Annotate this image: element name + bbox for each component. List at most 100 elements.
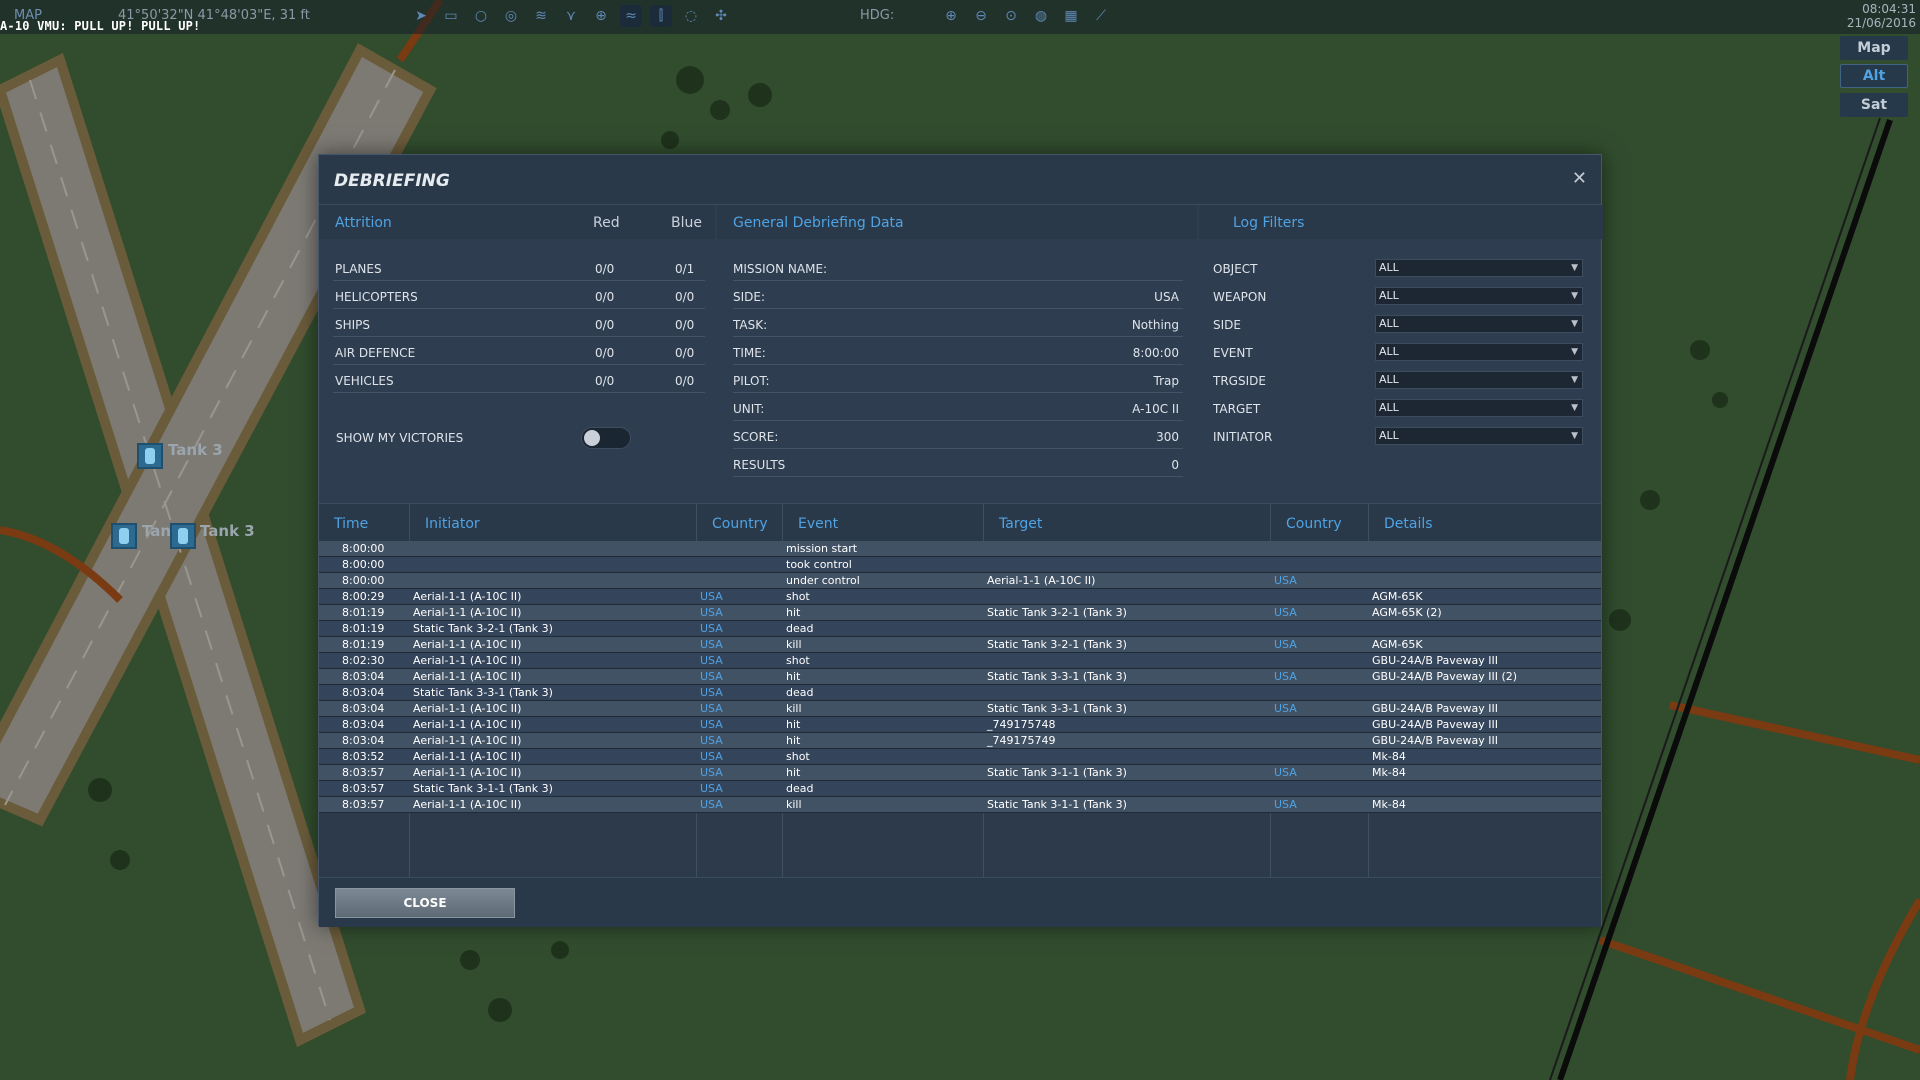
log-row[interactable]: 8:03:04 Static Tank 3-3-1 (Tank 3) USA dead <box>319 685 1601 701</box>
circle-icon[interactable]: ○ <box>474 8 488 24</box>
grid-icon[interactable]: ▦ <box>1064 8 1078 24</box>
chevron-down-icon: ▼ <box>1571 403 1578 413</box>
log-time: 8:01:19 <box>342 606 385 619</box>
tower-icon[interactable]: ⫿ <box>650 5 672 27</box>
map-type-map-button[interactable]: Map <box>1840 36 1908 60</box>
log-row[interactable]: 8:03:57 Static Tank 3-1-1 (Tank 3) USA dead <box>319 781 1601 797</box>
log-country: USA <box>700 670 723 683</box>
col-initiator[interactable]: Initiator <box>425 516 480 532</box>
filter-select[interactable]: ALL ▼ <box>1375 371 1583 389</box>
log-row[interactable]: 8:03:52 Aerial-1-1 (A-10C II) USA shot Mk-84 <box>319 749 1601 765</box>
log-target-country: USA <box>1274 670 1297 683</box>
log-row[interactable]: 8:00:00 under control Aerial-1-1 (A-10C II… <box>319 573 1601 589</box>
tank-unit-marker[interactable] <box>137 443 163 469</box>
log-row[interactable]: 8:03:04 Aerial-1-1 (A-10C II) USA hit _74917… <box>319 733 1601 749</box>
log-event: dead <box>786 782 814 795</box>
log-initiator: Aerial-1-1 (A-10C II) <box>413 750 522 763</box>
wifi-icon[interactable]: ≈ <box>620 5 642 27</box>
col-event[interactable]: Event <box>798 516 839 532</box>
col-country[interactable]: Country <box>712 516 768 532</box>
log-country: USA <box>700 718 723 731</box>
col-target-country[interactable]: Country <box>1286 516 1342 532</box>
filter-select[interactable]: ALL ▼ <box>1375 315 1583 333</box>
filter-select[interactable]: ALL ▼ <box>1375 287 1583 305</box>
attrition-red-value: 0/0 <box>595 374 615 388</box>
general-data-label: TIME: <box>733 346 766 360</box>
log-country: USA <box>700 702 723 715</box>
filter-value: ALL <box>1379 289 1399 302</box>
log-event: kill <box>786 798 802 811</box>
move-icon[interactable]: ✣ <box>715 8 727 24</box>
send-icon[interactable]: ➤ <box>415 8 427 24</box>
attrition-red-value: 0/0 <box>595 346 615 360</box>
log-event: hit <box>786 734 801 747</box>
attrition-category: PLANES <box>335 262 382 276</box>
log-row[interactable]: 8:00:00 took control <box>319 557 1601 573</box>
red-column-label: Red <box>593 215 620 231</box>
col-time[interactable]: Time <box>334 516 369 532</box>
log-row[interactable]: 8:02:30 Aerial-1-1 (A-10C II) USA shot GBU-2… <box>319 653 1601 669</box>
col-target[interactable]: Target <box>999 516 1043 532</box>
map-type-alt-button[interactable]: Alt <box>1840 64 1908 88</box>
col-details[interactable]: Details <box>1384 516 1433 532</box>
attrition-category: SHIPS <box>335 318 371 332</box>
chevron-down-icon: ▼ <box>1571 319 1578 329</box>
nodes-icon[interactable]: ⋎ <box>565 8 577 24</box>
log-row[interactable]: 8:03:57 Aerial-1-1 (A-10C II) USA hit Static… <box>319 765 1601 781</box>
close-button[interactable]: CLOSE <box>335 888 515 918</box>
chat-icon[interactable]: ◌ <box>684 8 698 24</box>
crosshair-icon[interactable]: ⊕ <box>595 8 607 24</box>
zoom-in-icon[interactable]: ⊕ <box>945 8 957 24</box>
filter-select[interactable]: ALL ▼ <box>1375 427 1583 445</box>
log-row[interactable]: 8:01:19 Static Tank 3-2-1 (Tank 3) USA dead <box>319 621 1601 637</box>
zoom-fit-icon[interactable]: ⊙ <box>1005 8 1017 24</box>
filter-label: INITIATOR <box>1213 430 1273 444</box>
log-row[interactable]: 8:03:04 Aerial-1-1 (A-10C II) USA hit _74917… <box>319 717 1601 733</box>
log-time: 8:03:57 <box>342 798 385 811</box>
route-icon[interactable]: ≋ <box>535 8 547 24</box>
tank-icon <box>145 448 155 464</box>
general-data-label: RESULTS <box>733 458 786 472</box>
log-country: USA <box>700 782 723 795</box>
ruler-icon[interactable]: ⟋ <box>1096 8 1106 24</box>
log-target: _749175749 <box>987 734 1056 747</box>
log-details: AGM-65K <box>1372 638 1423 651</box>
log-row[interactable]: 8:03:04 Aerial-1-1 (A-10C II) USA hit Static… <box>319 669 1601 685</box>
tank-unit-marker[interactable] <box>170 523 196 549</box>
filter-select[interactable]: ALL ▼ <box>1375 399 1583 417</box>
tank-unit-marker[interactable] <box>111 523 137 549</box>
map-type-sat-button[interactable]: Sat <box>1840 93 1908 117</box>
log-initiator: Aerial-1-1 (A-10C II) <box>413 718 522 731</box>
show-victories-toggle[interactable] <box>581 427 631 449</box>
close-icon[interactable]: ✕ <box>1571 168 1587 189</box>
log-event: under control <box>786 574 860 587</box>
zoom-out-icon[interactable]: ⊖ <box>975 8 987 24</box>
general-data-value: 8:00:00 <box>1132 346 1179 360</box>
general-data-label: SIDE: <box>733 290 766 304</box>
general-data-row: SCORE: 300 <box>733 421 1183 449</box>
log-row[interactable]: 8:03:04 Aerial-1-1 (A-10C II) USA kill Stati… <box>319 701 1601 717</box>
log-details: GBU-24A/B Paveway III <box>1372 702 1498 715</box>
radar-icon[interactable]: ▭ <box>444 8 458 24</box>
layers-icon[interactable]: ◎ <box>504 8 518 24</box>
log-row[interactable]: 8:01:19 Aerial-1-1 (A-10C II) USA hit Static… <box>319 605 1601 621</box>
general-data-label: PILOT: <box>733 374 770 388</box>
chevron-down-icon: ▼ <box>1571 263 1578 273</box>
log-row[interactable]: 8:01:19 Aerial-1-1 (A-10C II) USA kill Stati… <box>319 637 1601 653</box>
clock: 08:04:31 21/06/2016 <box>1847 2 1916 30</box>
log-event: hit <box>786 718 801 731</box>
globe-icon[interactable]: ◍ <box>1034 8 1048 24</box>
attrition-blue-value: 0/0 <box>675 290 695 304</box>
log-row[interactable]: 8:00:29 Aerial-1-1 (A-10C II) USA shot AGM-6… <box>319 589 1601 605</box>
log-event: shot <box>786 590 810 603</box>
log-row[interactable]: 8:00:00 mission start <box>319 541 1601 557</box>
log-time: 8:03:04 <box>342 718 385 731</box>
log-row[interactable]: 8:03:57 Aerial-1-1 (A-10C II) USA kill Stati… <box>319 797 1601 813</box>
filters-heading: Log Filters <box>1233 215 1305 231</box>
filter-value: ALL <box>1379 401 1399 414</box>
log-initiator: Aerial-1-1 (A-10C II) <box>413 670 522 683</box>
general-data-label: TASK: <box>733 318 768 332</box>
filter-select[interactable]: ALL ▼ <box>1375 343 1583 361</box>
attrition-red-value: 0/0 <box>595 318 615 332</box>
filter-select[interactable]: ALL ▼ <box>1375 259 1583 277</box>
